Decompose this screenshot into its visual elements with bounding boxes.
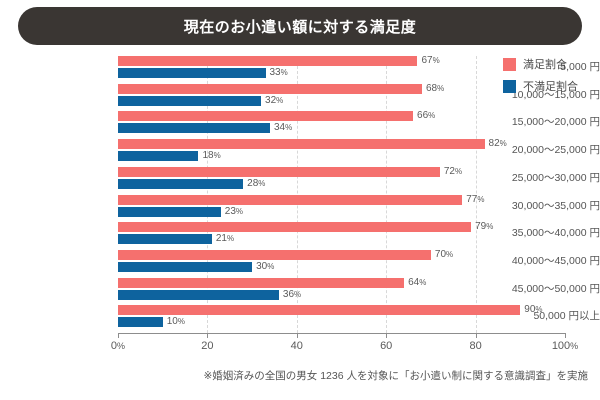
category-label: 20,000〜25,000 円 xyxy=(511,144,600,157)
bar-value-label: 21% xyxy=(215,233,235,245)
legend-item[interactable]: 不満足割合 xyxy=(503,78,578,94)
bar-value-label: 10% xyxy=(166,316,185,328)
x-tick-label: 80 xyxy=(469,340,482,352)
x-tick-40 xyxy=(296,333,298,338)
bar-dissatisfied[interactable] xyxy=(118,95,262,106)
category-label: 50,000 円以上 xyxy=(533,310,600,323)
bar-value-label: 36% xyxy=(282,288,302,300)
bar-value-label: 18% xyxy=(202,150,221,162)
gridline-80 xyxy=(475,56,477,333)
chart-title-bar: 現在のお小遣い額に対する満足度 xyxy=(18,7,582,45)
bar-dissatisfied[interactable] xyxy=(118,317,163,328)
chart-legend: 満足割合 不満足割合 xyxy=(503,56,578,100)
x-tick-label: 100% xyxy=(551,340,579,352)
bar-value-label: 33% xyxy=(269,67,288,78)
footnote: ※婚姻済みの全国の男女 1236 人を対象に「お小遣い制に関する意識調査」を実施 xyxy=(203,370,589,382)
legend-swatch-icon xyxy=(503,57,516,71)
bar-value-label: 68% xyxy=(425,82,445,94)
bar-dissatisfied[interactable] xyxy=(118,261,253,272)
bar-satisfied[interactable] xyxy=(118,277,405,288)
bar-satisfied[interactable] xyxy=(118,83,422,94)
category-label: 5,000 円 xyxy=(560,61,600,73)
bar-value-label: 90% xyxy=(524,304,543,316)
bar-value-label: 79% xyxy=(475,221,494,233)
x-tick-60 xyxy=(386,333,388,338)
x-tick-20 xyxy=(207,333,209,338)
legend-label: 不満足割合 xyxy=(523,81,578,93)
page-title: 現在のお小遣い額に対する満足度 xyxy=(183,18,417,36)
bar-dissatisfied[interactable] xyxy=(118,289,279,300)
legend-item[interactable]: 満足割合 xyxy=(503,56,578,72)
bar-value-label: 30% xyxy=(256,260,275,272)
category-label: 10,000〜15,000 円 xyxy=(511,88,600,101)
bar-satisfied[interactable] xyxy=(118,222,472,233)
bar-value-label: 28% xyxy=(247,177,266,189)
bar-value-label: 67% xyxy=(421,55,440,66)
bar-dissatisfied[interactable] xyxy=(118,123,270,134)
bar-dissatisfied[interactable] xyxy=(118,234,212,245)
category-label: 25,000〜30,000 円 xyxy=(511,171,600,184)
category-label: 30,000〜35,000 円 xyxy=(511,199,600,212)
bar-chart: 0% 20 40 60 80 100% 5,000 円 67% 33% 10,000〜15,000… xyxy=(0,52,600,353)
bar-value-label: 32% xyxy=(265,94,284,106)
x-tick-label: 60 xyxy=(380,340,393,352)
bar-satisfied[interactable] xyxy=(118,249,431,260)
bar-value-label: 66% xyxy=(417,110,436,122)
bar-value-label: 72% xyxy=(443,165,463,177)
category-label: 35,000〜40,000 円 xyxy=(511,227,600,240)
category-label: 40,000〜45,000 円 xyxy=(511,254,600,267)
bar-satisfied[interactable] xyxy=(118,111,414,122)
bar-satisfied[interactable] xyxy=(118,194,463,205)
bar-value-label: 82% xyxy=(488,138,507,150)
category-label: 45,000〜50,000 円 xyxy=(511,282,600,295)
bar-dissatisfied[interactable] xyxy=(118,178,244,189)
x-tick-label: 40 xyxy=(290,340,303,352)
x-tick-label: 0% xyxy=(110,340,126,352)
bar-dissatisfied[interactable] xyxy=(118,68,266,78)
bar-satisfied[interactable] xyxy=(118,305,521,316)
bar-satisfied[interactable] xyxy=(118,166,440,177)
x-tick-0 xyxy=(118,333,119,338)
x-tick-label: 20 xyxy=(201,340,214,352)
x-axis-line xyxy=(118,333,566,334)
bar-value-label: 23% xyxy=(224,205,244,217)
legend-swatch-icon xyxy=(503,79,516,93)
legend-label: 満足割合 xyxy=(523,59,567,71)
bar-satisfied[interactable] xyxy=(118,139,485,150)
bar-dissatisfied[interactable] xyxy=(118,206,221,217)
bar-dissatisfied[interactable] xyxy=(118,151,199,162)
bar-value-label: 70% xyxy=(434,248,454,260)
x-tick-100 xyxy=(565,333,566,338)
x-tick-80 xyxy=(475,333,477,338)
bar-value-label: 34% xyxy=(273,122,293,134)
bar-value-label: 77% xyxy=(466,193,485,205)
bar-satisfied[interactable] xyxy=(118,56,418,66)
category-label: 15,000〜20,000 円 xyxy=(511,116,600,129)
bar-value-label: 64% xyxy=(408,276,427,288)
